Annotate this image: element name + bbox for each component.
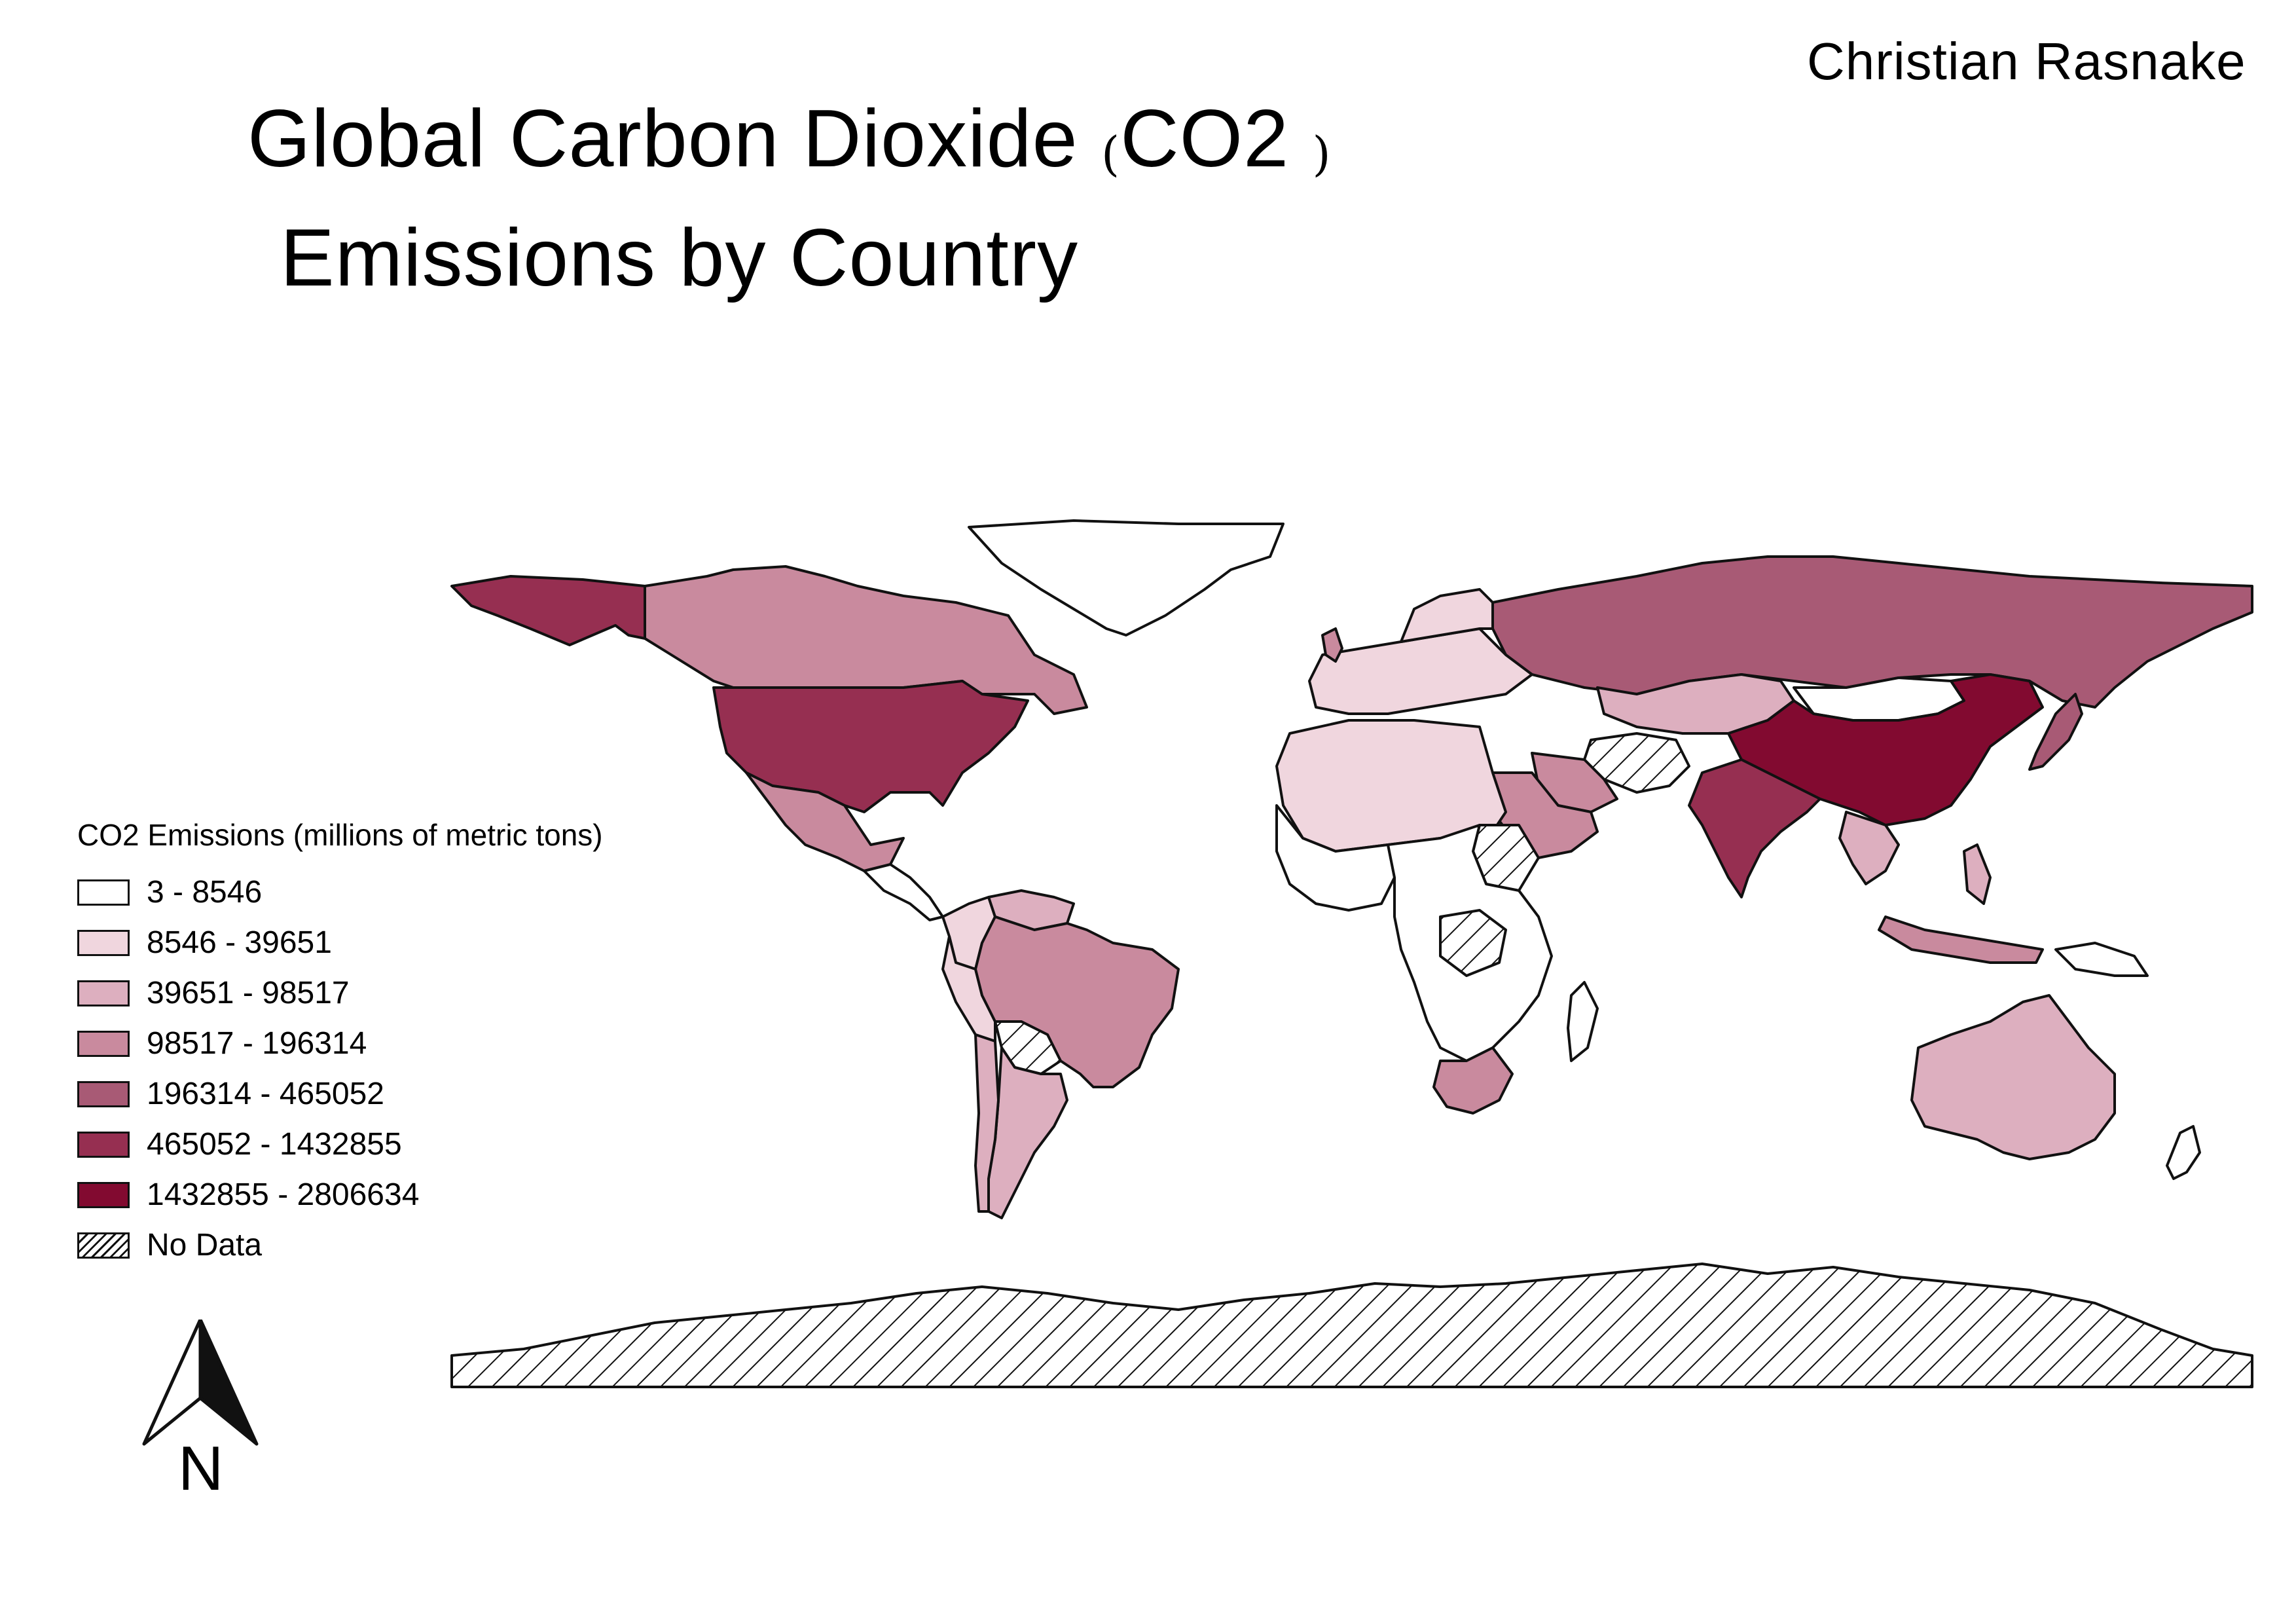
legend-label: 196314 - 465052 — [147, 1077, 384, 1111]
country-madagascar — [1567, 981, 1599, 1062]
legend-label: 98517 - 196314 — [147, 1026, 367, 1061]
legend-label: 3 - 8546 — [147, 875, 263, 910]
country-greenland — [968, 519, 1285, 637]
country-indonesia — [1878, 915, 2044, 964]
country-scandinavia — [1400, 588, 1494, 643]
map-title: Global Carbon Dioxide (CO2 ) Emissions b… — [247, 98, 1332, 299]
country-japan — [2028, 693, 2083, 771]
country-new-zealand — [2166, 1125, 2201, 1180]
legend-item: 98517 - 196314 — [77, 1018, 603, 1069]
country-antarctica — [450, 1263, 2253, 1388]
legend-swatch — [77, 1080, 130, 1107]
title-line-1: Global Carbon Dioxide (CO2 ) — [247, 94, 1332, 184]
legend-item: 3 - 8546 — [77, 867, 603, 917]
north-label: N — [178, 1433, 224, 1504]
country-uk — [1321, 627, 1343, 663]
country-mexico — [745, 771, 905, 872]
country-argentina — [987, 1046, 1068, 1219]
legend-label: 8546 - 39651 — [147, 925, 332, 960]
legend-swatch — [77, 929, 130, 956]
country-alaska — [450, 575, 646, 646]
country-central-america — [863, 863, 944, 921]
legend-item: 8546 - 39651 — [77, 917, 603, 968]
country-australia — [1910, 994, 2116, 1160]
legend-swatch — [77, 1232, 130, 1259]
legend-item: No Data — [77, 1220, 603, 1270]
legend-items: 3 - 8546 8546 - 39651 39651 - 98517 98517 -… — [77, 867, 603, 1270]
legend-swatch — [77, 1131, 130, 1158]
legend-label: 465052 - 1432855 — [147, 1127, 402, 1162]
north-arrow-icon — [142, 1320, 259, 1446]
country-southeast-asia — [1838, 811, 1900, 885]
author-name: Christian Rasnake — [1807, 32, 2246, 90]
legend-swatch — [77, 980, 130, 1006]
country-papua — [2054, 942, 2149, 977]
legend-item: 1432855 - 2806634 — [77, 1170, 603, 1220]
legend-swatch — [77, 879, 130, 906]
legend-item: 465052 - 1432855 — [77, 1119, 603, 1170]
country-africa-west — [1275, 804, 1396, 912]
country-drc — [1439, 909, 1507, 977]
country-chile — [974, 1033, 1000, 1213]
legend-title: CO2 Emissions (millions of metric tons) — [77, 818, 603, 852]
legend-label: 1432855 - 2806634 — [147, 1177, 420, 1212]
legend-swatch — [77, 1030, 130, 1057]
legend-item: 39651 - 98517 — [77, 968, 603, 1018]
legend-label: No Data — [147, 1228, 263, 1263]
title-line-2: Emissions by Country — [280, 213, 1079, 303]
country-south-africa — [1432, 1046, 1514, 1115]
map-legend: CO2 Emissions (millions of metric tons) … — [77, 817, 603, 1270]
country-peru — [941, 935, 996, 1043]
country-philippines — [1963, 843, 1992, 905]
legend-item: 196314 - 465052 — [77, 1069, 603, 1119]
legend-swatch — [77, 1181, 130, 1208]
legend-label: 39651 - 98517 — [147, 976, 350, 1010]
country-india — [1688, 758, 1821, 898]
